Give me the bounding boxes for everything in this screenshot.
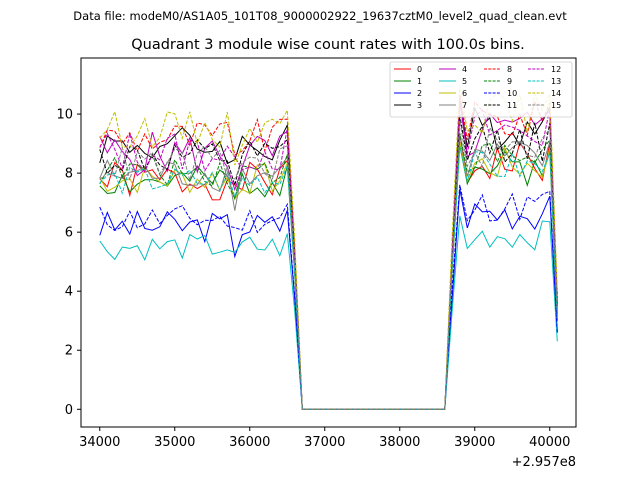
legend-label-8: 8 bbox=[507, 65, 512, 74]
legend-label-12: 12 bbox=[551, 65, 561, 74]
series-line-9 bbox=[99, 132, 558, 410]
legend-label-0: 0 bbox=[417, 65, 422, 74]
series-line-4 bbox=[99, 101, 558, 410]
y-tick-label: 0 bbox=[65, 403, 73, 418]
x-tick-label: 40000 bbox=[529, 435, 570, 450]
suptitle: Data file: modeM0/AS1A05_101T08_90000029… bbox=[73, 9, 567, 23]
legend-label-10: 10 bbox=[507, 89, 517, 98]
y-tick-label: 2 bbox=[65, 344, 73, 359]
x-offset-label: +2.957e8 bbox=[512, 455, 576, 470]
y-axis: 0 2 4 6 8 10 bbox=[56, 108, 81, 418]
series-line-15 bbox=[99, 120, 558, 410]
legend-label-4: 4 bbox=[462, 65, 467, 74]
legend-label-9: 9 bbox=[507, 77, 512, 86]
legend-label-7: 7 bbox=[462, 101, 467, 110]
series-line-7 bbox=[99, 134, 558, 410]
chart-title: Quadrant 3 module wise count rates with … bbox=[131, 37, 525, 53]
legend-label-1: 1 bbox=[417, 77, 422, 86]
x-tick-label: 38000 bbox=[379, 435, 420, 450]
series-line-3 bbox=[99, 98, 558, 410]
y-tick-label: 10 bbox=[56, 108, 73, 123]
plot-area: 34000 35000 36000 37000 38000 39000 40000 0 2 4 6… bbox=[56, 57, 577, 470]
y-tick-label: 8 bbox=[65, 167, 73, 182]
y-tick-label: 4 bbox=[65, 285, 73, 300]
legend-label-13: 13 bbox=[551, 77, 561, 86]
x-tick-label: 35000 bbox=[154, 435, 195, 450]
legend-label-6: 6 bbox=[462, 89, 467, 98]
x-tick-label: 39000 bbox=[454, 435, 495, 450]
x-tick-label: 37000 bbox=[304, 435, 345, 450]
series-line-10 bbox=[99, 184, 558, 410]
legend-label-2: 2 bbox=[417, 89, 422, 98]
series-line-12 bbox=[99, 98, 558, 410]
series-line-0 bbox=[99, 133, 558, 410]
legend-label-3: 3 bbox=[417, 101, 422, 110]
series-line-14 bbox=[99, 85, 558, 410]
axes-frame bbox=[80, 57, 577, 428]
legend-label-15: 15 bbox=[551, 101, 561, 110]
series-line-13 bbox=[99, 146, 558, 410]
series-line-6 bbox=[99, 141, 558, 410]
x-tick-label: 36000 bbox=[229, 435, 270, 450]
x-axis: 34000 35000 36000 37000 38000 39000 40000 bbox=[79, 427, 570, 450]
legend-label-14: 14 bbox=[551, 89, 561, 98]
legend-label-11: 11 bbox=[507, 101, 517, 110]
y-tick-label: 6 bbox=[65, 226, 73, 241]
x-tick-label: 34000 bbox=[79, 435, 120, 450]
legend-label-5: 5 bbox=[462, 77, 467, 86]
legend-frame bbox=[389, 61, 573, 118]
series-line-8 bbox=[99, 94, 558, 410]
series-line-5 bbox=[99, 215, 558, 410]
series-layer bbox=[99, 85, 558, 410]
series-line-2 bbox=[99, 189, 558, 410]
